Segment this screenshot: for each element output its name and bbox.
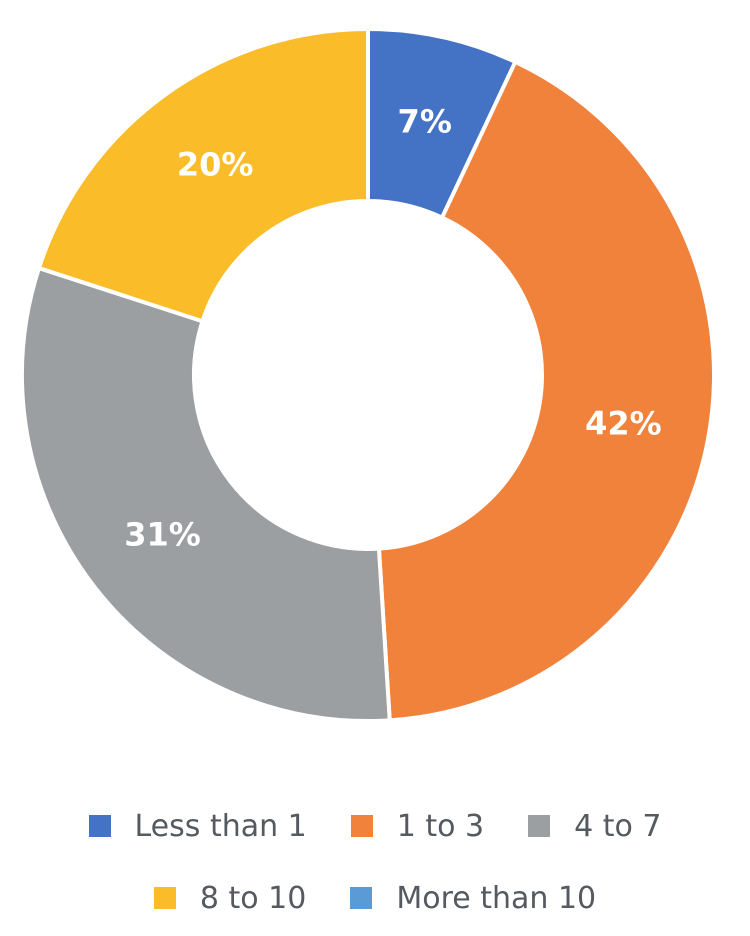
donut-slices	[20, 26, 716, 723]
chart-legend: Less than 1 1 to 3 4 to 7 8 to 10 More t…	[0, 790, 750, 934]
legend-item-less-than-1: Less than 1	[88, 808, 307, 844]
donut-data-labels: 7% 42% 31% 20%	[124, 102, 661, 553]
donut-slice-4-to-7	[20, 265, 392, 723]
legend-item-more-than-10: More than 10	[350, 881, 596, 916]
legend-label-8-to-10: 8 to 10	[199, 880, 307, 916]
data-label-less-than-1: 7%	[398, 102, 452, 140]
data-label-1-to-3: 42%	[585, 405, 662, 443]
donut-slice-8-to-10	[36, 26, 370, 324]
donut-slice-1-to-3	[376, 59, 716, 723]
legend-label-less-than-1: Less than 1	[134, 808, 307, 844]
legend-item-4-to-7: 4 to 7	[528, 808, 662, 844]
legend-label-4-to-7: 4 to 7	[574, 808, 662, 844]
data-label-4-to-7: 31%	[124, 515, 201, 553]
legend-swatch-1-to-3	[350, 815, 373, 837]
legend-swatch-less-than-1	[88, 815, 111, 837]
data-label-8-to-10: 20%	[177, 146, 254, 184]
legend-label-more-than-10: More than 10	[396, 880, 597, 916]
legend-label-1-to-3: 1 to 3	[396, 808, 485, 844]
legend-swatch-4-to-7	[528, 815, 551, 837]
legend-row-1: Less than 1 1 to 3 4 to 7	[0, 790, 750, 862]
donut-chart: 7% 42% 31% 20%	[20, 26, 716, 723]
legend-swatch-8-to-10	[153, 887, 176, 909]
legend-swatch-more-than-10	[350, 887, 373, 909]
legend-item-8-to-10: 8 to 10	[153, 880, 307, 916]
legend-row-2: 8 to 10 More than 10	[0, 862, 750, 934]
legend-item-1-to-3: 1 to 3	[350, 808, 485, 844]
